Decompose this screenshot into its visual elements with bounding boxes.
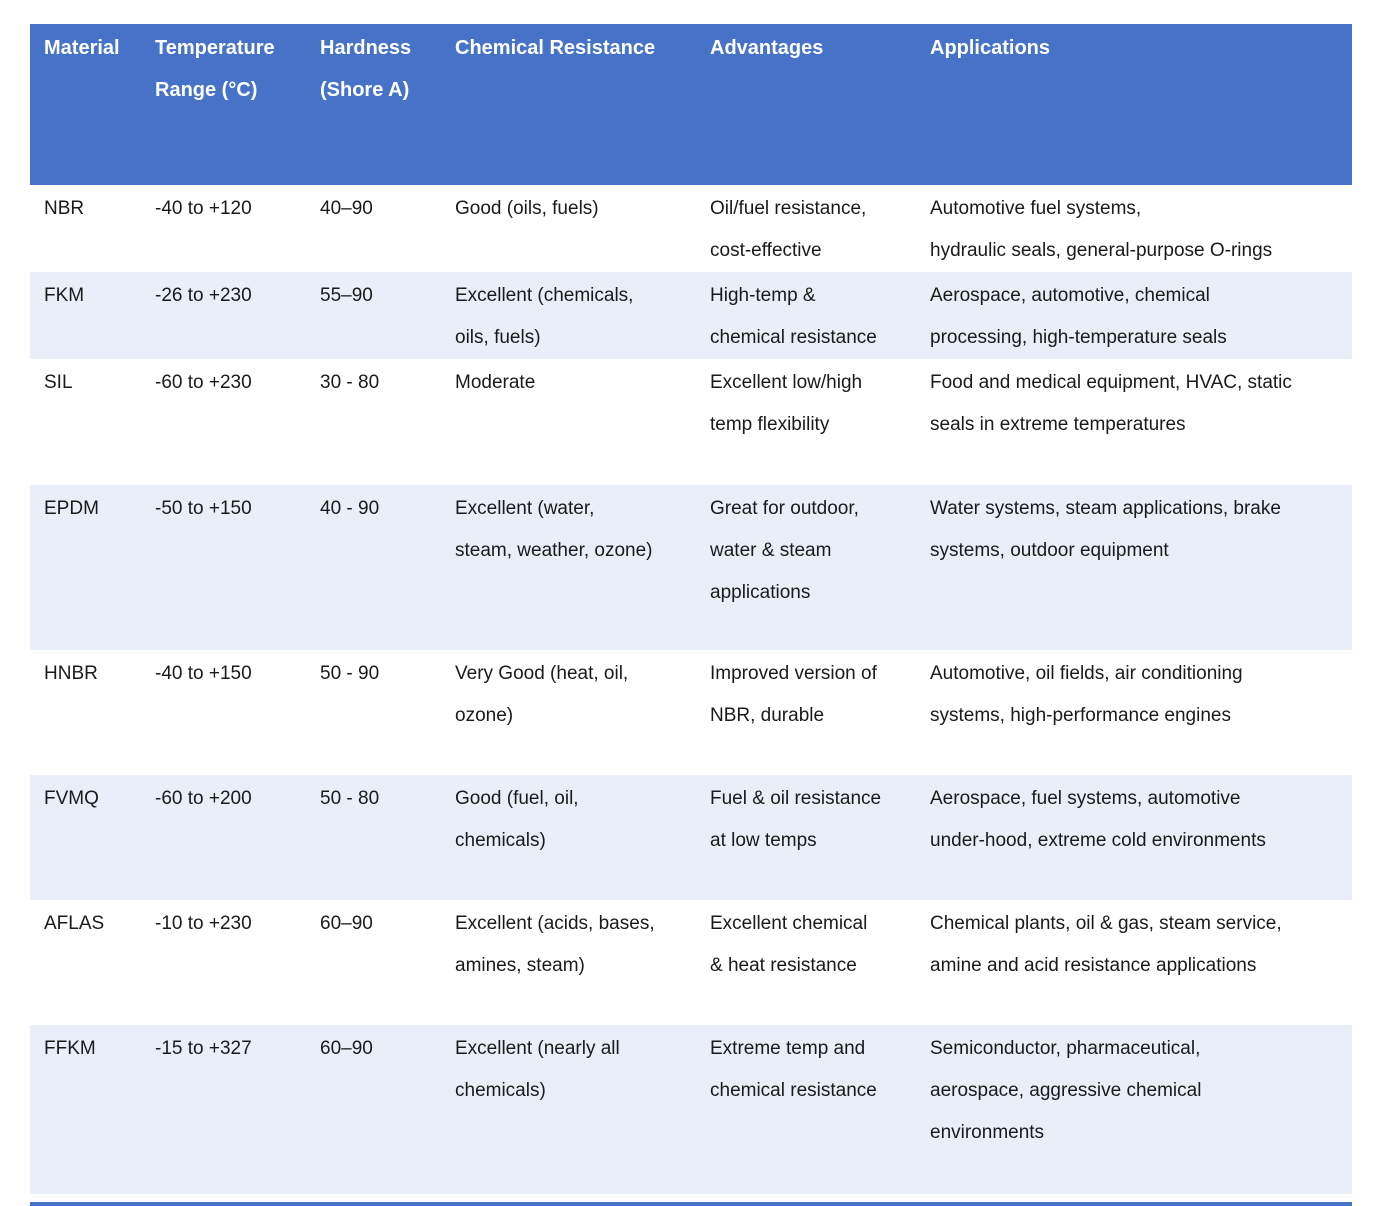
cell-advantages: Improved version of NBR, durable (710, 663, 877, 726)
table-row: HNBR -40 to +150 50 - 90 Very Good (heat… (30, 650, 1352, 775)
cell-advantages: Great for outdoor, water & steam applica… (696, 485, 916, 650)
cell-temperature-range: -15 to +327 (141, 1025, 306, 1194)
table-bottom-border (30, 1202, 1352, 1206)
page: Material Temperature Range (°C) Hardness… (0, 24, 1377, 1206)
cell-chemical-resistance: Very Good (heat, oil, ozone) (455, 663, 629, 726)
col-header-chemical-resistance: Chemical Resistance (441, 24, 696, 185)
table-row: FVMQ -60 to +200 50 - 80 Good (fuel, oil… (30, 775, 1352, 900)
cell-material: FFKM (30, 1025, 141, 1194)
table-row: FKM -26 to +230 55–90 Excellent (chemica… (30, 272, 1352, 359)
table-row: EPDM -50 to +150 40 - 90 Excellent (wate… (30, 485, 1352, 650)
cell-hardness: 55–90 (306, 272, 441, 359)
cell-applications: Automotive, oil fields, air conditioning… (930, 663, 1243, 726)
col-header-material: Material (30, 24, 141, 185)
cell-material: AFLAS (44, 913, 105, 934)
cell-applications: Food and medical equipment, HVAC, static… (930, 372, 1292, 435)
cell-material: EPDM (30, 485, 141, 650)
cell-material: HNBR (44, 663, 98, 684)
cell-temperature-range: -40 to +120 (155, 198, 252, 219)
col-header-hardness: Hardness (Shore A) (306, 24, 441, 185)
cell-advantages: Excellent chemical & heat resistance (710, 913, 868, 976)
cell-hardness: 50 - 80 (306, 775, 441, 900)
cell-chemical-resistance: Good (oils, fuels) (455, 198, 599, 219)
table-row: AFLAS -10 to +230 60–90 Excellent (acids… (30, 900, 1352, 1025)
cell-chemical-resistance: Moderate (455, 372, 536, 393)
cell-hardness: 30 - 80 (320, 372, 380, 393)
cell-material: FVMQ (30, 775, 141, 900)
cell-material: NBR (44, 198, 85, 219)
cell-hardness: 50 - 90 (320, 663, 380, 684)
cell-temperature-range: -60 to +200 (141, 775, 306, 900)
cell-chemical-resistance: Excellent (water, steam, weather, ozone) (441, 485, 696, 650)
cell-applications: Aerospace, automotive, chemical processi… (916, 272, 1352, 359)
table-row: FFKM -15 to +327 60–90 Excellent (nearly… (30, 1025, 1352, 1194)
cell-material: FKM (30, 272, 141, 359)
cell-hardness: 40 - 90 (306, 485, 441, 650)
cell-applications: Chemical plants, oil & gas, steam servic… (930, 913, 1282, 976)
cell-advantages: Oil/fuel resistance, cost-effective (710, 198, 867, 261)
cell-applications: Aerospace, fuel systems, automotive unde… (916, 775, 1352, 900)
cell-temperature-range: -10 to +230 (155, 913, 252, 934)
cell-hardness: 60–90 (306, 1025, 441, 1194)
cell-chemical-resistance: Excellent (acids, bases, amines, steam) (455, 913, 655, 976)
cell-chemical-resistance: Good (fuel, oil, chemicals) (441, 775, 696, 900)
table-row: NBR -40 to +120 40–90 Good (oils, fuels)… (30, 185, 1352, 272)
cell-applications: Automotive fuel systems, hydraulic seals… (930, 198, 1273, 261)
cell-hardness: 60–90 (320, 913, 373, 934)
cell-advantages: Fuel & oil resistance at low temps (696, 775, 916, 900)
cell-applications: Water systems, steam applications, brake… (916, 485, 1352, 650)
cell-temperature-range: -50 to +150 (141, 485, 306, 650)
cell-temperature-range: -26 to +230 (141, 272, 306, 359)
col-header-temperature-range: Temperature Range (°C) (141, 24, 306, 185)
table-header-row: Material Temperature Range (°C) Hardness… (30, 24, 1352, 185)
cell-chemical-resistance: Excellent (nearly all chemicals) (441, 1025, 696, 1194)
table-row: SIL -60 to +230 30 - 80 Moderate Excelle… (30, 359, 1352, 485)
cell-material: SIL (44, 372, 73, 393)
cell-applications: Semiconductor, pharmaceutical, aerospace… (916, 1025, 1352, 1194)
col-header-applications: Applications (916, 24, 1352, 185)
cell-advantages: Extreme temp and chemical resistance (696, 1025, 916, 1194)
cell-temperature-range: -60 to +230 (155, 372, 252, 393)
cell-chemical-resistance: Excellent (chemicals, oils, fuels) (441, 272, 696, 359)
cell-advantages: Excellent low/high temp flexibility (710, 372, 863, 435)
materials-comparison-table: Material Temperature Range (°C) Hardness… (30, 24, 1352, 1194)
col-header-advantages: Advantages (696, 24, 916, 185)
cell-advantages: High-temp & chemical resistance (696, 272, 916, 359)
cell-temperature-range: -40 to +150 (155, 663, 252, 684)
cell-hardness: 40–90 (320, 198, 373, 219)
